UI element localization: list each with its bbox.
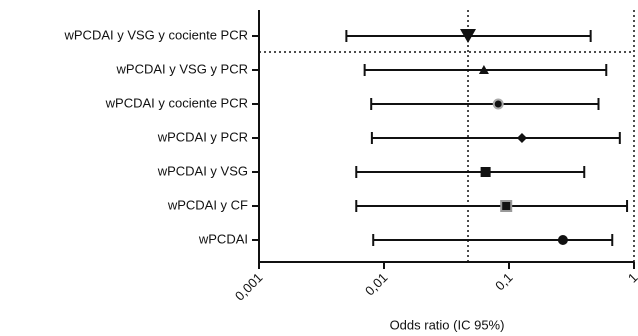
y-tick-label: wPCDAI y PCR — [157, 129, 248, 144]
x-axis-label: Odds ratio (IC 95%) — [390, 317, 505, 332]
point — [516, 133, 527, 143]
point — [478, 65, 489, 74]
y-tick-label: wPCDAI y cociente PCR — [105, 95, 248, 110]
x-tick-label: 0,001 — [232, 270, 266, 304]
point — [460, 29, 477, 43]
y-tick-label: wPCDAI y VSG y cociente PCR — [64, 27, 249, 42]
y-tick-label: wPCDAI y CF — [167, 197, 248, 212]
y-tick-label: wPCDAI — [198, 231, 248, 246]
y-tick-label: wPCDAI y VSG y PCR — [116, 61, 248, 76]
x-tick-label: 0,01 — [362, 270, 391, 299]
point — [500, 200, 513, 212]
point — [492, 98, 504, 110]
point — [557, 235, 568, 245]
y-tick-label: wPCDAI y VSG — [157, 163, 248, 178]
x-tick-label: 0,1 — [492, 270, 515, 293]
point — [480, 167, 491, 177]
x-tick-label: 1 — [625, 270, 638, 286]
